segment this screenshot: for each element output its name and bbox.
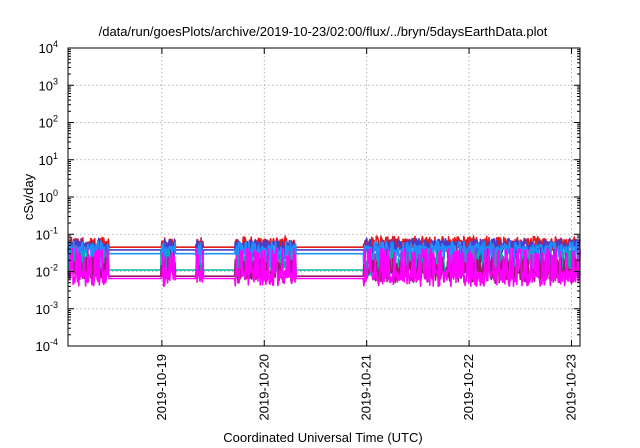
axis-ticks: 10-4 10-3 10-2 10-1 100 101 102 103 104 2019-10-1… <box>36 39 580 421</box>
x-tick-label: 2019-10-19 <box>154 354 169 421</box>
series-lines <box>67 235 581 288</box>
x-axis-title: Coordinated Universal Time (UTC) <box>223 430 422 445</box>
y-tick-label: 100 <box>39 188 58 205</box>
y-tick-label: 101 <box>39 151 58 168</box>
y-tick-label: 10-2 <box>36 263 58 280</box>
y-tick-label: 10-1 <box>36 225 58 242</box>
series-line-2 <box>67 237 581 265</box>
series-line-3 <box>67 240 581 274</box>
chart-title: /data/run/goesPlots/archive/2019-10-23/0… <box>99 24 548 39</box>
grid <box>68 48 580 346</box>
x-tick-label: 2019-10-23 <box>563 354 578 421</box>
x-tick-label: 2019-10-22 <box>461 354 476 421</box>
y-tick-label: 10-3 <box>36 300 58 317</box>
y-tick-label: 104 <box>39 39 58 56</box>
y-tick-label: 10-4 <box>36 337 58 354</box>
series-line-6 <box>67 247 581 288</box>
x-tick-label: 2019-10-20 <box>256 354 271 421</box>
y-tick-label: 103 <box>39 76 58 93</box>
y-tick-label: 102 <box>39 114 58 131</box>
x-tick-label: 2019-10-21 <box>359 354 374 421</box>
y-axis-title: cSv/day <box>21 173 36 220</box>
series-line-4 <box>67 250 581 280</box>
